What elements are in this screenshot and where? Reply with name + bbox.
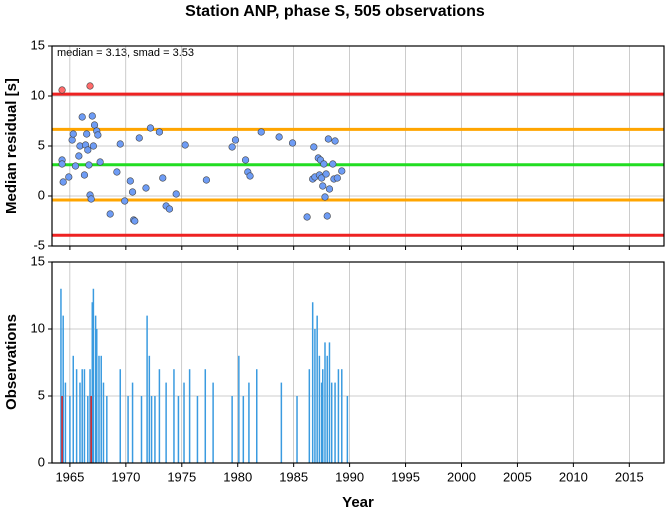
y-tick-label: 0 (38, 454, 45, 469)
x-tick-label: 1990 (335, 469, 364, 484)
point (135, 134, 143, 142)
annotation: median = 3.13, smad = 3.53 (57, 47, 194, 59)
point (94, 131, 102, 139)
frame (51, 261, 665, 464)
point (121, 197, 129, 205)
x-tick-label: 1975 (167, 469, 196, 484)
point (71, 162, 80, 170)
point (319, 182, 327, 190)
point (323, 212, 331, 220)
point (113, 168, 121, 176)
point (87, 195, 95, 203)
point (116, 140, 124, 148)
point (288, 139, 297, 147)
x-tick-label: 1985 (279, 469, 308, 484)
point (58, 86, 66, 94)
point (126, 177, 134, 185)
x-tick-label: 1970 (111, 469, 140, 484)
point (257, 128, 265, 136)
point (322, 170, 330, 178)
x-axis-label: Year (342, 494, 374, 511)
point (80, 171, 89, 179)
point (159, 174, 167, 182)
plot-area (52, 46, 664, 246)
point (89, 142, 97, 150)
point (172, 190, 180, 198)
point (318, 174, 326, 182)
point (331, 137, 339, 145)
x-tick-label: 2010 (559, 469, 588, 484)
point (241, 156, 250, 164)
point (275, 133, 283, 141)
point (310, 143, 318, 151)
point (181, 141, 189, 149)
y-tick-label: -5 (33, 237, 45, 252)
frame (51, 45, 665, 247)
y-tick-label: 5 (38, 387, 45, 402)
point (68, 136, 76, 144)
y-axis-label: Median residual [s] (3, 78, 20, 214)
point (96, 158, 104, 166)
y-tick-label: 10 (31, 87, 45, 102)
point (324, 135, 332, 143)
point (106, 210, 114, 218)
point (75, 152, 83, 160)
point (231, 136, 240, 144)
y-tick-label: 15 (31, 253, 45, 268)
y-tick-label: 0 (38, 187, 45, 202)
plot-area (52, 262, 664, 463)
y-tick-label: 5 (38, 137, 45, 152)
x-tick-label: 2005 (503, 469, 532, 484)
point (84, 146, 92, 154)
point (303, 213, 311, 221)
point (88, 112, 96, 120)
point (58, 160, 66, 168)
point (83, 130, 91, 138)
point (59, 178, 67, 186)
x-tick-label: 1965 (55, 469, 84, 484)
y-tick-label: 15 (31, 37, 45, 52)
point (329, 160, 337, 168)
point (325, 185, 334, 193)
point (85, 161, 93, 169)
point (90, 121, 99, 129)
point (78, 113, 86, 121)
point (142, 184, 150, 192)
point (246, 172, 254, 180)
point (165, 205, 174, 213)
point (228, 143, 236, 151)
point (320, 160, 328, 168)
point (202, 176, 210, 184)
x-tick-label: 1995 (391, 469, 420, 484)
point (65, 173, 73, 181)
y-axis-label: Observations (3, 314, 20, 410)
point (146, 124, 155, 132)
x-tick-label: 2015 (615, 469, 644, 484)
point (131, 217, 139, 225)
point (69, 130, 77, 138)
point (338, 167, 346, 175)
point (86, 82, 94, 90)
point (128, 188, 137, 196)
point (333, 174, 341, 182)
x-tick-label: 2000 (447, 469, 476, 484)
point (155, 128, 164, 136)
point (321, 193, 329, 201)
chart-title: Station ANP, phase S, 505 observations (185, 3, 485, 20)
x-tick-label: 1980 (223, 469, 252, 484)
y-tick-label: 10 (31, 320, 45, 335)
